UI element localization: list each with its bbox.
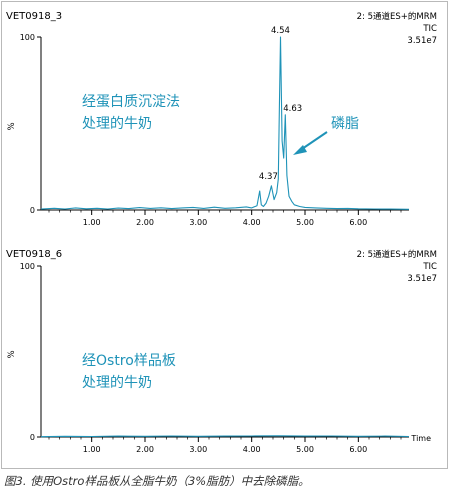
- panel-2-header-trace: TIC: [422, 262, 437, 272]
- panel-2-y-tick-label-0: 0: [30, 433, 35, 442]
- panel-1-y-tick-label-100: 100: [20, 33, 35, 42]
- panel-1-x-tick-label: 1.00: [83, 218, 101, 227]
- chromatogram-figure: VET0918_3 2: 5通道ES+的MRM TIC 3.51e7 100 0% 1.00…: [6, 11, 437, 454]
- panel-2-annotation-line-1: 经Ostro样品板: [82, 353, 176, 369]
- panel-1-sample-name: VET0918_3: [6, 11, 62, 22]
- panel-1-tic-trace: [40, 36, 410, 210]
- panel-1-peak-label: 4.37: [259, 172, 278, 182]
- panel-1-x-tick-label: 3.00: [189, 218, 207, 227]
- panel-1-peak-label: 4.54: [271, 26, 290, 36]
- panel-1-x-tick-label: 4.00: [243, 218, 261, 227]
- panel-2-x-tick-label: 4.00: [243, 445, 261, 454]
- panel-1-annotation-line-2: 处理的牛奶: [82, 116, 152, 132]
- panel-1-x-tick-label: 2.00: [136, 218, 154, 227]
- panel-2-tic-trace: [40, 435, 410, 438]
- panel-2-x-tick-label: 5.00: [296, 445, 314, 454]
- panel-1-annotation-line-1: 经蛋白质沉淀法: [82, 94, 180, 110]
- panel-2-x-tick-label: 2.00: [136, 445, 154, 454]
- panel-2-annotation-line-2: 处理的牛奶: [82, 375, 152, 391]
- panel-1-header-trace: TIC: [422, 24, 437, 34]
- panel-2-x-axis-title: Time: [410, 434, 431, 443]
- panel-1-header-channel: 2: 5通道ES+的MRM: [357, 11, 437, 22]
- panel-2-header-channel: 2: 5通道ES+的MRM: [357, 249, 437, 260]
- panel-2-y-axis-percent: %: [7, 350, 17, 358]
- panel-2-x-tick-label: 6.00: [349, 445, 367, 454]
- panel-2-sample-name: VET0918_6: [6, 249, 62, 260]
- panel-1-y-axis-percent: %: [7, 122, 17, 130]
- panel-1-arrow-label: 磷脂: [331, 116, 359, 132]
- panel-2-y-tick-label-100: 100: [20, 262, 35, 271]
- panel-1-header-intensity: 3.51e7: [407, 36, 437, 46]
- panel-1-x-tick-label: 6.00: [349, 218, 367, 227]
- panel-1-arrow-head: [293, 145, 307, 155]
- panel-1-y-tick-label-0: 0: [30, 206, 35, 215]
- panel-2-x-tick-label: 1.00: [83, 445, 101, 454]
- panel-2-x-tick-label: 3.00: [189, 445, 207, 454]
- panel-2-header-intensity: 3.51e7: [407, 274, 437, 284]
- figure-frame: [1, 1, 448, 469]
- panel-1-x-tick-label: 5.00: [296, 218, 314, 227]
- figure-caption: 图3. 使用Ostro样品板从全脂牛奶（3%脂肪）中去除磷脂。: [4, 474, 310, 488]
- panel-1-peak-label: 4.63: [283, 104, 302, 114]
